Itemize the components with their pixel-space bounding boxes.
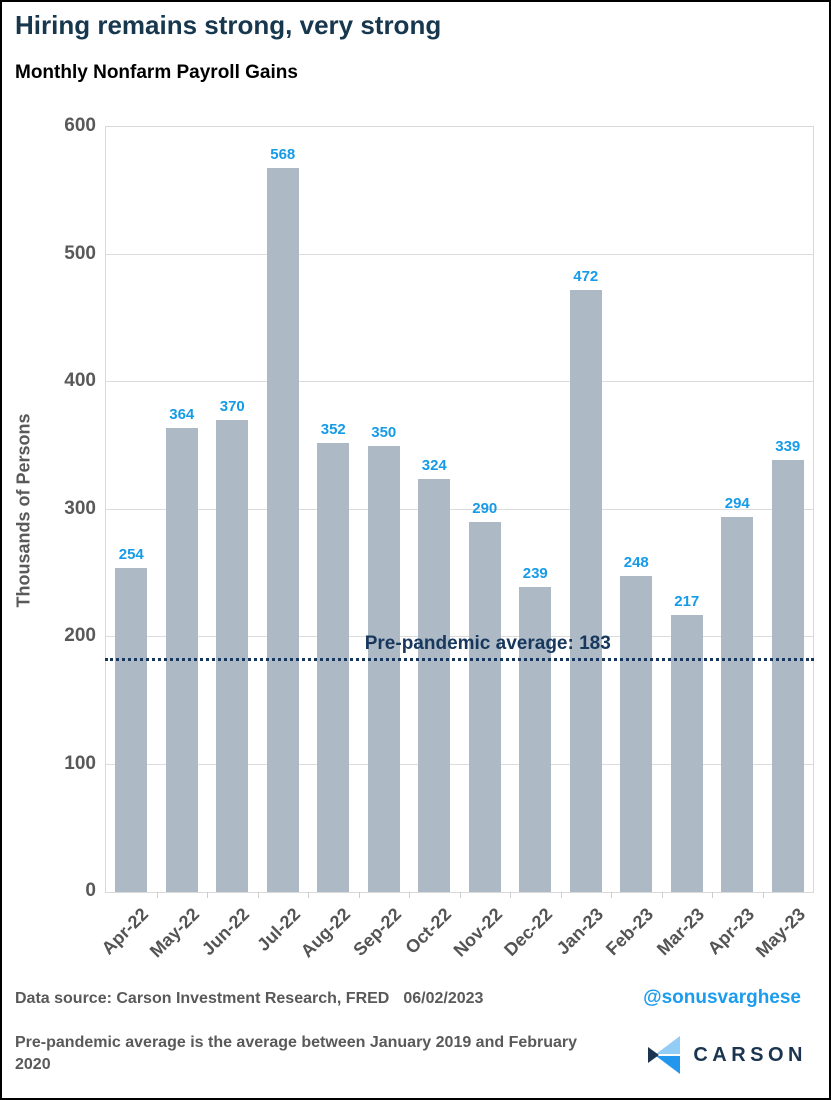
x-tick-mark (459, 892, 461, 898)
x-tick-mark (207, 892, 208, 898)
bar-value-label: 352 (320, 421, 346, 439)
x-tick-mark (611, 892, 612, 898)
x-tick-mark (156, 892, 158, 898)
reference-line (105, 657, 814, 661)
bar-value-label: 370 (219, 398, 245, 416)
y-axis-ticks: 0 100 200 300 400 500 600 (2, 116, 96, 901)
bar-value-label: 217 (674, 593, 700, 611)
x-tick-mark (661, 892, 663, 898)
gridline (106, 381, 813, 382)
x-tick-mark (560, 892, 562, 898)
bar (418, 478, 451, 892)
x-axis-label: Apr-22 (97, 904, 153, 959)
bar-value-label: 364 (169, 405, 195, 423)
bar-value-label: 568 (270, 145, 296, 163)
y-tick-label: 400 (64, 370, 96, 391)
carson-logo-icon (648, 1036, 681, 1074)
bar (115, 568, 148, 892)
chart-subtitle: Monthly Nonfarm Payroll Gains (15, 62, 298, 83)
x-tick-mark (409, 892, 410, 898)
bar-value-label: 324 (421, 456, 447, 474)
bar (266, 167, 299, 892)
x-axis-label: Dec-22 (500, 904, 557, 960)
y-tick-label: 600 (64, 115, 96, 136)
x-axis-label: Aug-22 (297, 904, 355, 962)
x-axis-label: Jan-23 (552, 904, 607, 959)
bar-value-label: 248 (623, 553, 649, 571)
data-source-text: Data source: Carson Investment Research,… (15, 990, 483, 1008)
bar (569, 290, 602, 892)
bar-value-label: 254 (118, 546, 144, 564)
x-tick-mark (308, 892, 309, 898)
x-axis-label: Nov-22 (449, 904, 506, 961)
data-source-label: Data source: Carson Investment Research,… (15, 990, 390, 1007)
bar (670, 615, 703, 892)
y-tick-label: 0 (85, 880, 96, 901)
data-source-date: 06/02/2023 (403, 990, 484, 1007)
x-axis-label: Jun-22 (198, 904, 254, 960)
x-axis-label: Mar-23 (652, 904, 708, 960)
bar (620, 575, 653, 892)
x-axis-label: Feb-23 (602, 904, 658, 960)
bar (771, 459, 804, 892)
bar (317, 443, 350, 892)
x-axis-label: May-23 (751, 904, 809, 962)
plot-area: Pre-pandemic average: 183 254 364 370 568 35… (105, 126, 814, 898)
bar (721, 517, 754, 892)
bar-value-label: 239 (522, 565, 548, 583)
bar (216, 420, 249, 892)
x-tick-mark (510, 892, 511, 898)
bar (367, 445, 400, 892)
bar-value-label: 472 (573, 268, 599, 286)
x-tick-mark (257, 892, 259, 898)
y-tick-label: 500 (64, 242, 96, 264)
bar (468, 522, 501, 892)
bar-value-label: 294 (724, 495, 750, 513)
x-axis-label: May-22 (145, 904, 203, 962)
gridline (106, 763, 813, 765)
x-axis-label: Apr-23 (703, 904, 759, 959)
y-tick-label: 200 (64, 625, 96, 646)
x-axis-label: Sep-22 (349, 904, 405, 960)
x-tick-mark (358, 892, 360, 898)
carson-logo-text: CARSON (693, 1043, 807, 1066)
gridline (106, 253, 813, 255)
gridline (106, 636, 813, 637)
twitter-handle: @sonusvarghese (643, 987, 801, 1008)
bar (519, 587, 552, 892)
footnote-text: Pre-pandemic average is the average betw… (15, 1034, 578, 1073)
bar-value-label: 290 (472, 500, 498, 518)
bar-value-label: 350 (371, 423, 397, 441)
x-tick-mark (762, 892, 764, 898)
bar-value-label: 339 (775, 437, 801, 455)
page-title: Hiring remains strong, very strong (15, 10, 442, 40)
x-axis-label: Oct-22 (401, 904, 456, 958)
carson-logo: CARSON (647, 1034, 807, 1076)
y-tick-label: 100 (64, 752, 96, 774)
x-tick-mark (712, 892, 713, 898)
gridline (106, 508, 813, 510)
x-axis-labels: Apr-22 May-22 Jun-22 Jul-22 Aug-22 Sep-22 Oct-… (98, 892, 812, 972)
y-tick-label: 300 (64, 497, 96, 519)
reference-line-label: Pre-pandemic average: 183 (364, 632, 611, 654)
